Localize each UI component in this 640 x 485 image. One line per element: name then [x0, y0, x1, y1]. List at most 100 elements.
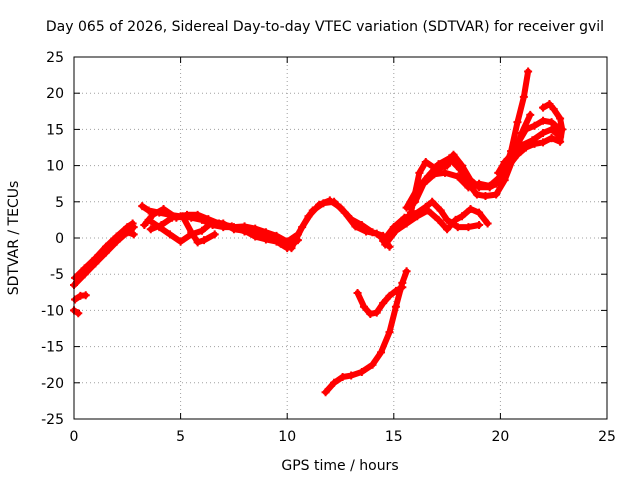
data-point	[372, 229, 381, 238]
data-point	[443, 225, 452, 234]
data-point	[434, 215, 443, 224]
data-point	[458, 212, 467, 221]
data-point	[368, 360, 377, 369]
data-point	[330, 197, 339, 206]
data-point	[129, 223, 138, 232]
data-point	[539, 103, 548, 112]
data-point	[381, 240, 390, 249]
data-point	[178, 212, 187, 221]
data-point	[298, 223, 307, 232]
data-point	[385, 328, 394, 337]
data-point	[464, 223, 473, 232]
data-point	[500, 176, 509, 185]
y-tick-label: -25	[41, 412, 64, 428]
data-point	[240, 226, 249, 235]
data-point	[434, 160, 443, 169]
series-arc-7	[140, 197, 394, 253]
data-point	[430, 170, 439, 179]
y-tick-label: 20	[46, 86, 64, 102]
data-point	[402, 203, 411, 212]
data-point	[283, 244, 292, 253]
data-point	[539, 129, 548, 138]
data-point	[129, 230, 138, 239]
series-arc-12	[406, 67, 533, 217]
y-tick-label: 5	[55, 195, 64, 211]
data-point	[556, 137, 565, 146]
data-point	[319, 199, 328, 208]
data-point	[251, 232, 260, 241]
data-point	[123, 228, 132, 237]
plot-frame	[73, 56, 608, 420]
series-arc-5	[70, 306, 83, 318]
data-point	[475, 208, 484, 217]
x-tick-label: 0	[70, 429, 79, 445]
y-tick-label: -10	[41, 303, 64, 319]
data-point	[472, 190, 481, 199]
data-point	[366, 310, 375, 319]
x-tick-label: 15	[385, 429, 403, 445]
data-point	[101, 244, 110, 253]
data-point	[455, 165, 464, 174]
data-point	[398, 283, 407, 292]
data-point	[504, 161, 513, 170]
x-tick-label: 5	[176, 429, 185, 445]
series-arc-9	[146, 212, 219, 247]
data-point	[321, 388, 330, 397]
data-point	[293, 236, 302, 245]
data-point	[411, 197, 420, 206]
data-point	[159, 205, 168, 214]
x-tick-label: 10	[278, 429, 296, 445]
data-point	[210, 230, 219, 239]
y-tick-label: -5	[50, 267, 64, 283]
data-point	[521, 143, 530, 152]
data-point	[481, 192, 490, 201]
data-point	[148, 210, 157, 219]
data-point	[157, 220, 166, 229]
data-point	[261, 235, 270, 244]
data-point	[140, 220, 149, 229]
y-tick-label: -15	[41, 340, 64, 356]
y-axis-label: SDTVAR / TECUs	[6, 181, 22, 296]
data-point	[475, 220, 484, 229]
data-point	[146, 225, 155, 234]
data-point	[547, 125, 556, 134]
data-point	[330, 378, 339, 387]
data-point	[208, 218, 217, 227]
series-band	[380, 198, 483, 244]
data-point	[545, 100, 554, 109]
data-point	[526, 110, 535, 119]
data-point	[406, 208, 415, 217]
data-point	[453, 172, 462, 181]
data-point	[91, 259, 100, 268]
data-point	[428, 197, 437, 206]
data-point	[530, 139, 539, 148]
series-arc-19	[353, 283, 407, 319]
data-point	[485, 181, 494, 190]
data-point	[116, 231, 125, 240]
data-point	[385, 291, 394, 300]
data-point	[556, 114, 565, 123]
data-point	[144, 206, 153, 215]
data-point	[436, 206, 445, 215]
data-point	[357, 367, 366, 376]
data-point	[272, 237, 281, 246]
data-point	[413, 212, 422, 221]
data-point	[483, 219, 492, 228]
series-arc-3	[101, 228, 138, 253]
series-band	[412, 117, 564, 205]
data-point	[513, 118, 522, 127]
data-point	[494, 168, 503, 177]
series-arc-17	[504, 134, 556, 170]
data-points	[70, 67, 567, 397]
data-point	[353, 289, 362, 298]
data-point	[453, 223, 462, 232]
y-tick-label: 15	[46, 122, 64, 138]
data-point	[513, 150, 522, 159]
data-point	[347, 371, 356, 380]
data-point	[391, 302, 400, 311]
data-point	[176, 237, 185, 246]
data-point	[492, 190, 501, 199]
x-tick-label: 25	[598, 429, 616, 445]
grid-lines	[74, 57, 607, 419]
